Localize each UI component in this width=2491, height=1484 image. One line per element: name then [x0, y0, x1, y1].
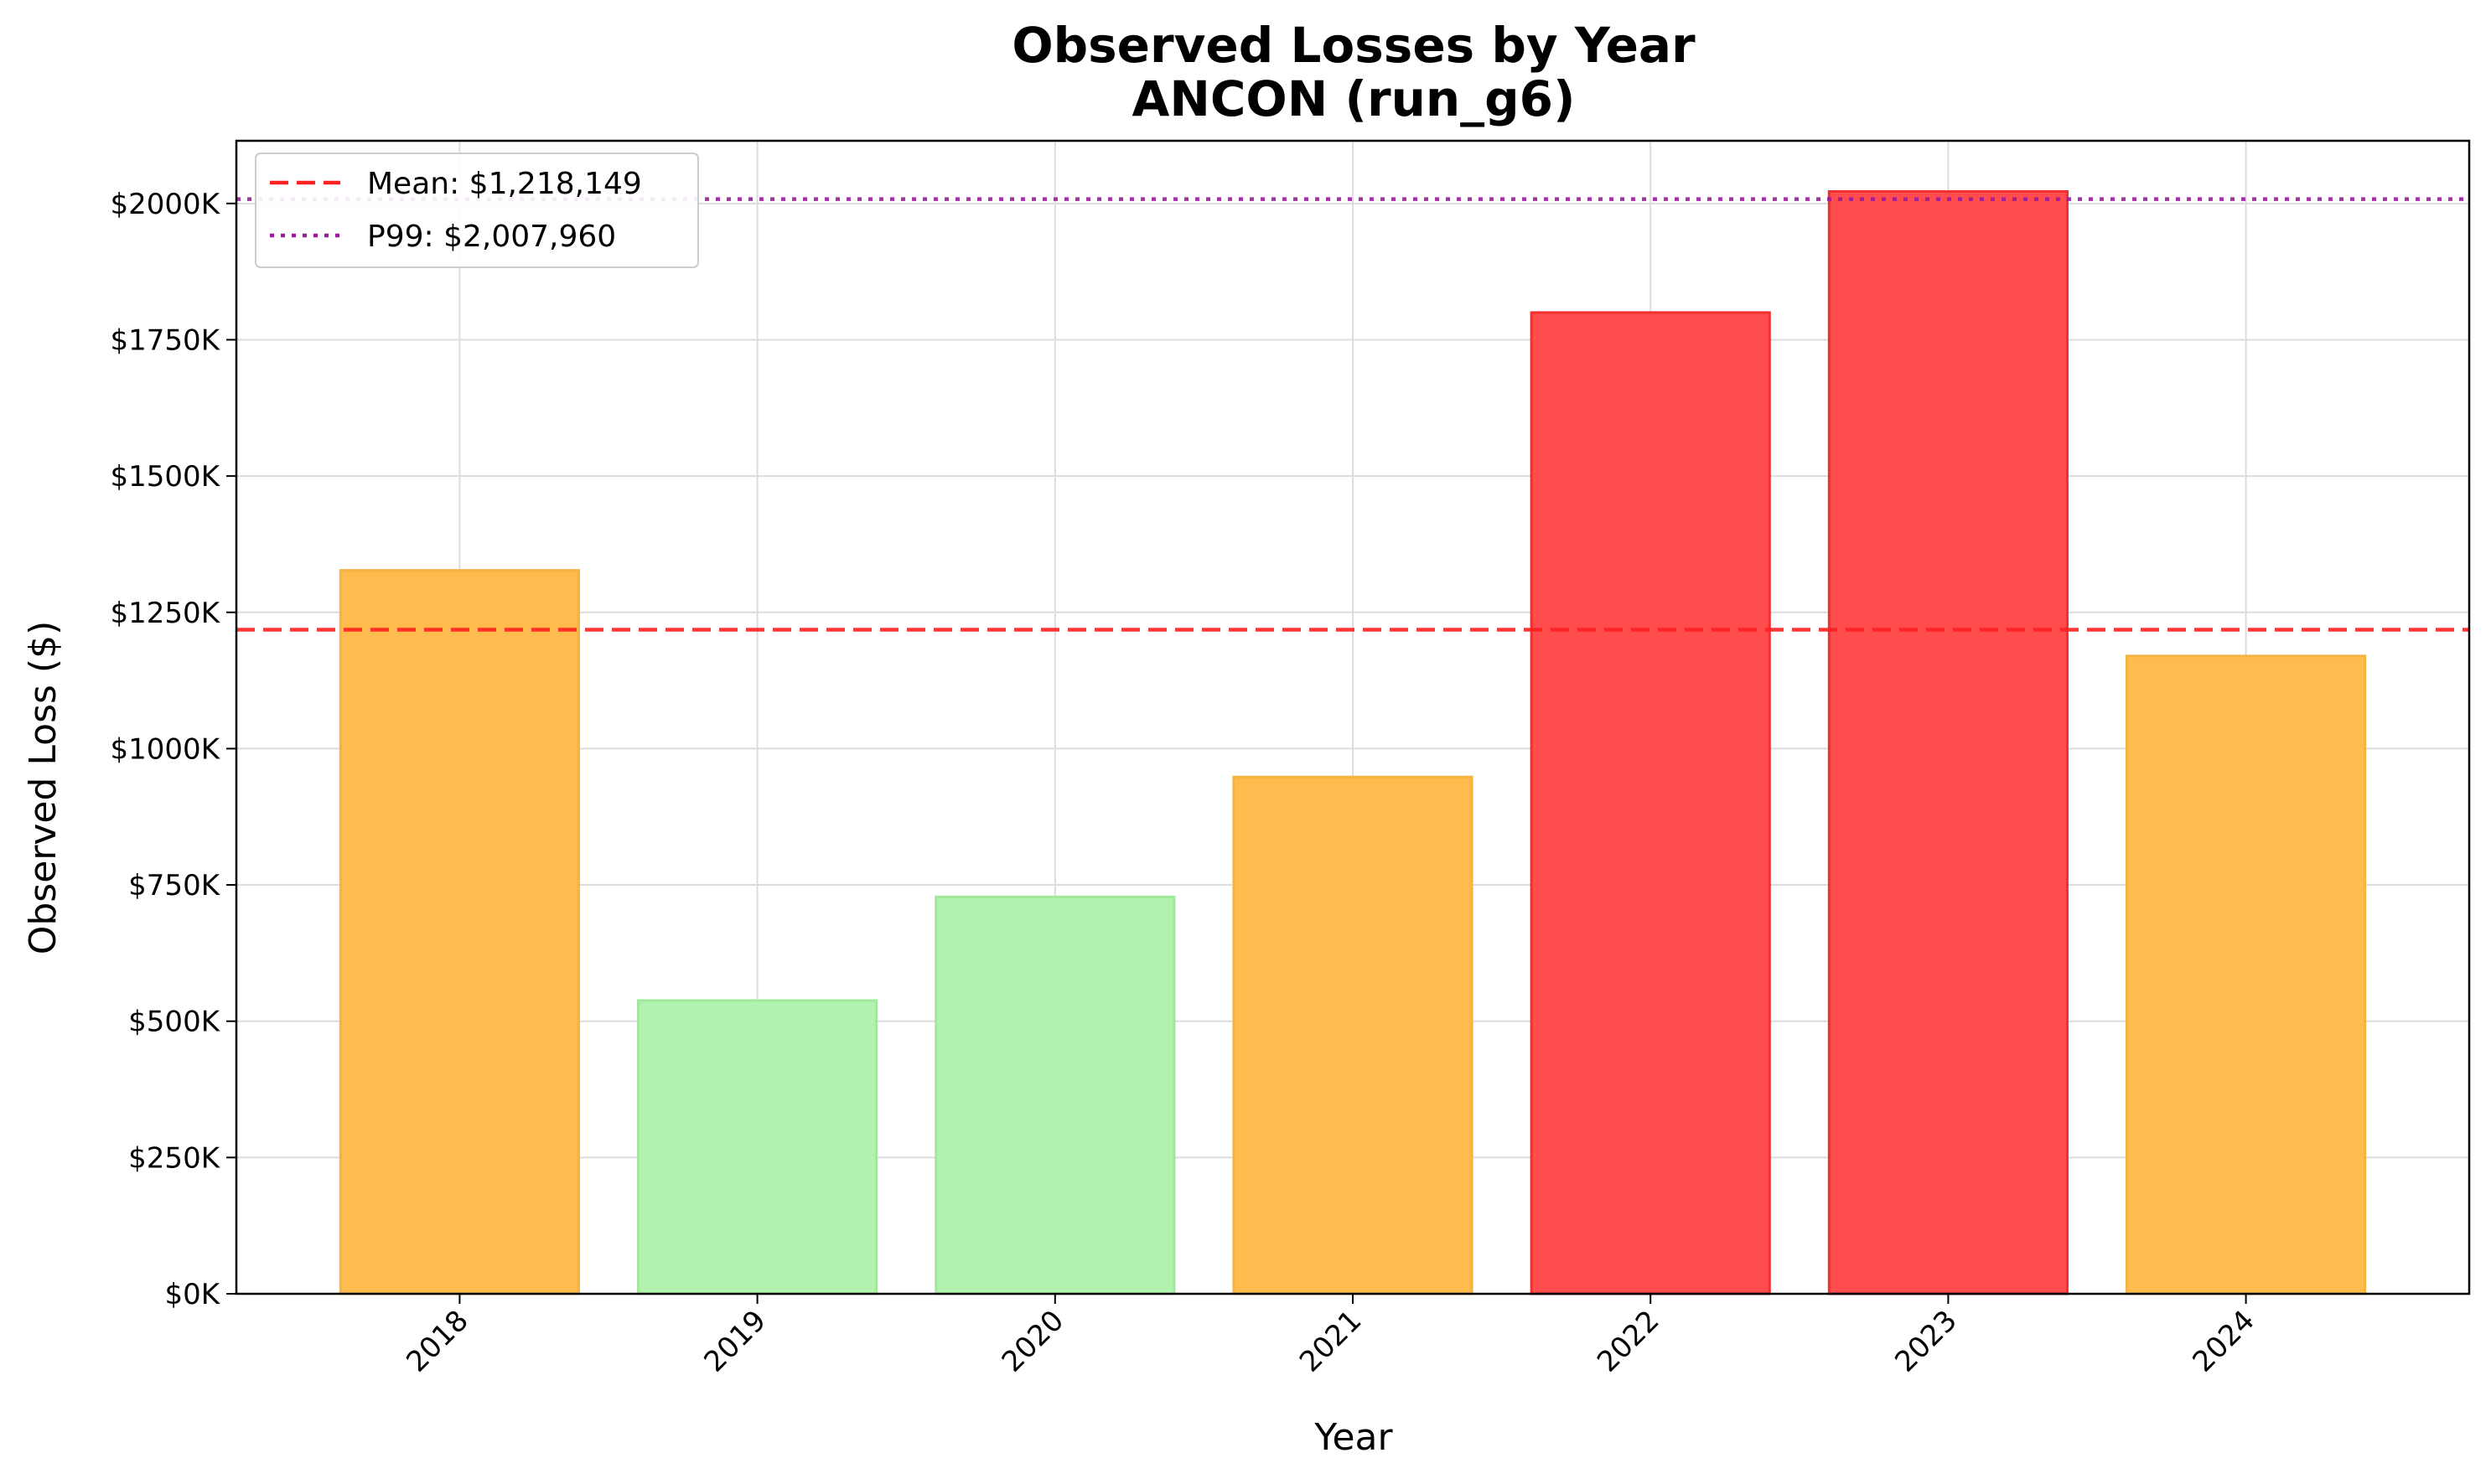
x-tick-label: 2018 [400, 1304, 474, 1378]
y-tick-label: $1000K [111, 732, 221, 766]
legend-mean-label: Mean: $1,218,149 [367, 167, 642, 201]
y-tick-label: $500K [128, 1006, 221, 1039]
x-tick-label: 2022 [1591, 1304, 1665, 1378]
y-tick-label: $2000K [111, 188, 221, 221]
bar-2024 [2126, 654, 2367, 1295]
x-tick-label: 2023 [1888, 1304, 1963, 1378]
legend-box [255, 153, 699, 268]
legend-p99-label: P99: $2,007,960 [367, 220, 616, 254]
legend: Mean: $1,218,149 P99: $2,007,960 [255, 153, 699, 268]
bar-2021 [1232, 775, 1473, 1295]
chart-title: Observed Losses by Year [1012, 17, 1696, 74]
bar-2018 [339, 569, 580, 1295]
y-tick-label: $1250K [111, 597, 221, 630]
x-tick-label: 2021 [1293, 1304, 1368, 1378]
y-tick-label: $1750K [111, 323, 221, 357]
y-tick-label: $1500K [111, 460, 221, 494]
y-axis-label: Observed Loss ($) [22, 621, 65, 955]
bar-2023 [1827, 190, 2069, 1295]
y-tick-label: $0K [164, 1278, 220, 1311]
y-tick-label: $750K [128, 869, 221, 902]
chart-subtitle: ANCON (run_g6) [1132, 70, 1575, 127]
bar-2022 [1530, 311, 1771, 1295]
x-tick-label: 2020 [996, 1304, 1070, 1378]
x-tick-label: 2024 [2186, 1304, 2261, 1378]
y-tick-label: $250K [128, 1141, 221, 1175]
x-axis-ticks: 2018 2019 2020 2021 2022 2023 2024 [400, 1294, 2261, 1379]
bars [339, 190, 2367, 1295]
x-tick-label: 2019 [697, 1304, 772, 1378]
bar-2020 [935, 895, 1176, 1295]
y-axis-ticks: $0K $250K $500K $750K $1000K $1250K $1500K $175… [111, 188, 236, 1311]
bar-2019 [637, 999, 878, 1295]
x-axis-label: Year [1313, 1416, 1393, 1459]
